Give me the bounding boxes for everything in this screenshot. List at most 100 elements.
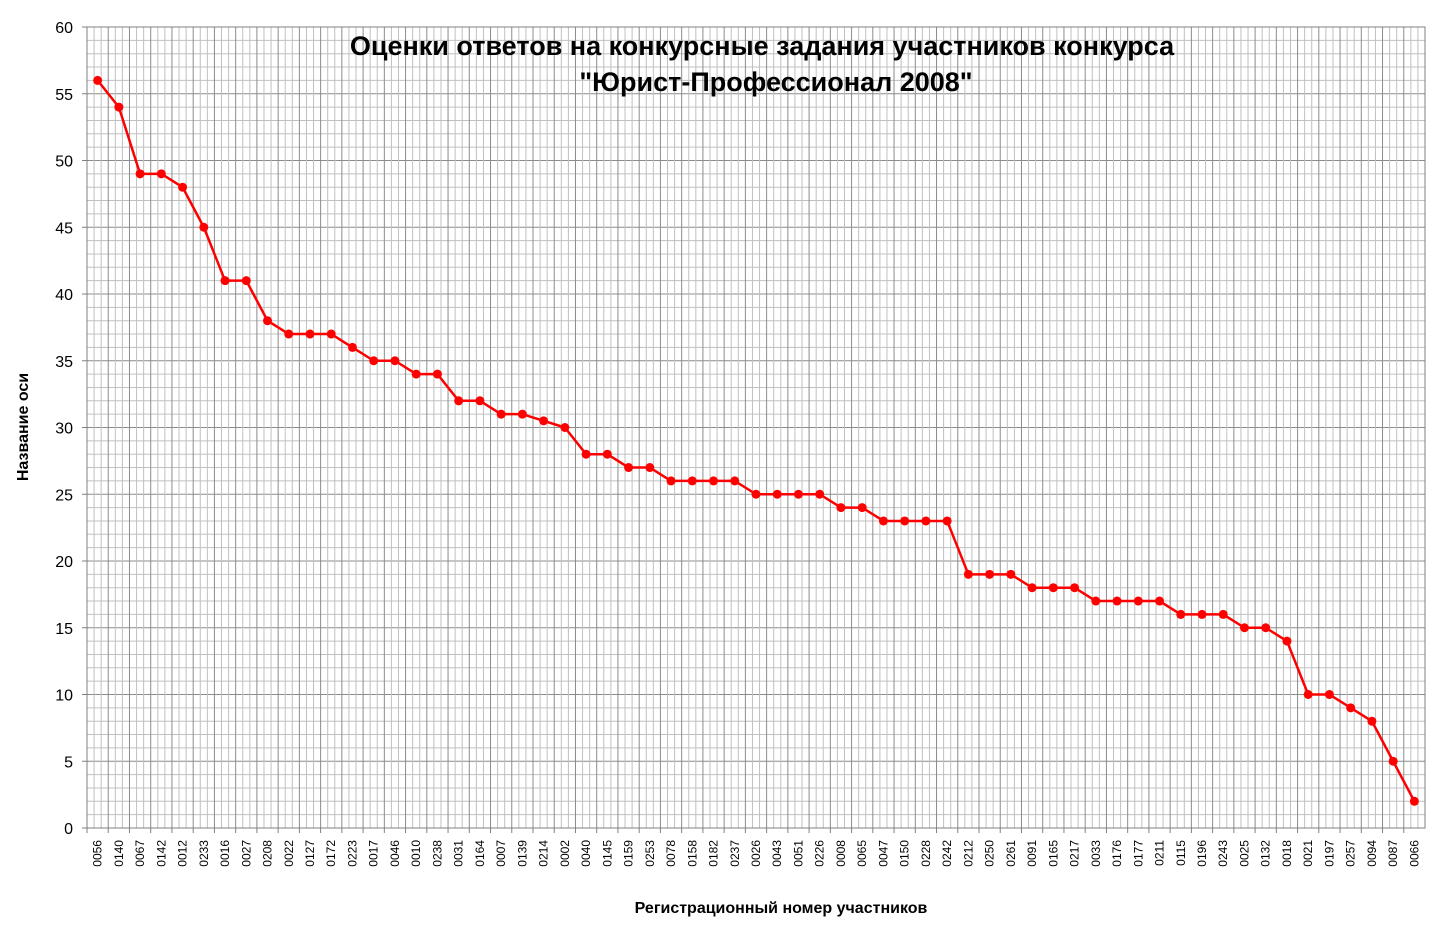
data-point-marker [454,396,464,406]
data-point-marker [666,476,676,486]
x-tick-label: 0237 [728,840,742,867]
data-point-marker [560,423,570,432]
data-point-marker [220,276,230,286]
x-tick-label: 0056 [91,840,105,867]
x-tick-label: 0250 [983,840,997,867]
data-point-marker [1282,636,1292,646]
x-tick-label: 0177 [1131,840,1145,867]
x-tick-label: 0132 [1259,840,1273,867]
data-point-marker [624,463,634,473]
x-tick-label: 0021 [1301,840,1315,867]
chart-title: Оценки ответов на конкурсные задания уча… [350,31,1175,61]
data-point-marker [1261,623,1271,633]
x-tick-label: 0140 [112,840,126,867]
y-tick-label: 40 [55,287,73,304]
x-tick-label: 0165 [1046,840,1060,867]
x-tick-label: 0145 [600,840,614,867]
data-point-marker [1027,583,1037,593]
data-point-marker [1388,756,1398,766]
data-point-marker [390,356,400,366]
data-point-marker [857,503,867,513]
data-point-marker [985,569,995,579]
x-tick-label: 0022 [282,840,296,867]
x-tick-label: 0018 [1280,840,1294,867]
series-line [93,75,1419,806]
data-point-marker [921,516,931,526]
grid-lines [86,26,1426,829]
data-point-marker [1303,690,1313,699]
x-tick-label: 0139 [515,840,529,867]
x-tick-label: 0017 [367,840,381,867]
x-tick-label: 0078 [664,840,678,867]
x-tick-label: 0033 [1089,840,1103,867]
x-tick-label: 0211 [1153,840,1167,866]
y-axis-title: Название оси [15,373,32,481]
x-tick-label: 0031 [452,840,466,867]
data-point-marker [93,75,103,85]
x-tick-label: 0159 [622,840,636,867]
data-point-marker [963,569,973,579]
x-tick-label: 0094 [1365,840,1379,867]
x-tick-label: 0047 [876,840,890,867]
data-point-marker [178,182,188,192]
x-tick-label: 0016 [218,840,232,867]
y-tick-label: 50 [55,154,73,171]
y-tick-label: 35 [55,354,73,371]
data-point-marker [709,476,719,486]
x-tick-label: 0051 [791,840,805,867]
x-tick-label: 0182 [707,840,721,867]
x-tick-label: 0025 [1237,840,1251,867]
x-tick-label: 0158 [685,840,699,867]
data-point-marker [1006,569,1016,579]
x-tick-label: 0040 [579,840,593,867]
data-point-marker [1367,716,1377,726]
data-point-marker [815,489,825,499]
y-tick-label: 20 [55,554,73,571]
data-point-marker [1324,690,1334,699]
x-tick-label: 0012 [176,840,190,867]
x-tick-label: 0242 [940,840,954,867]
y-tick-label: 0 [64,821,73,838]
x-tick-label: 0115 [1174,840,1188,866]
x-tick-label: 0238 [430,840,444,867]
x-tick-label: 0208 [261,840,275,867]
data-point-marker [1091,596,1101,606]
data-point-marker [793,489,803,499]
x-tick-label: 0007 [494,840,508,867]
y-tick-label: 55 [55,87,73,104]
data-point-marker [645,463,655,473]
data-point-marker [241,276,251,286]
x-tick-label: 0257 [1344,840,1358,867]
y-axis-ticks: 0 5 10 15 20 25 30 35 40 45 50 55 60 [55,20,87,838]
y-tick-label: 60 [55,20,73,37]
x-tick-label: 0226 [813,840,827,867]
data-point-marker [1239,623,1249,633]
y-tick-label: 25 [55,487,73,504]
data-point-marker [539,416,549,426]
x-tick-label: 0212 [961,840,975,867]
data-point-marker [730,476,740,486]
x-tick-label: 0067 [133,840,147,867]
data-point-marker [517,409,527,419]
data-point-marker [602,449,612,459]
x-tick-label: 0233 [197,840,211,867]
x-tick-label: 0087 [1386,840,1400,867]
data-point-marker [156,169,166,179]
data-point-marker [263,316,273,326]
data-point-marker [751,489,761,499]
data-point-marker [1155,596,1165,606]
x-tick-label: 0172 [324,840,338,867]
x-tick-label: 0197 [1322,840,1336,867]
x-tick-label: 0043 [770,840,784,867]
x-tick-label: 0026 [749,840,763,867]
data-point-marker [1176,609,1186,619]
y-tick-label: 30 [55,421,73,438]
x-tick-label: 0164 [473,840,487,867]
x-tick-label: 0228 [919,840,933,867]
x-tick-label: 0243 [1216,840,1230,867]
x-axis-title: Регистрационный номер участников [635,900,928,917]
data-point-marker [1197,609,1207,619]
data-point-marker [1112,596,1122,606]
data-point-marker [1409,796,1419,806]
